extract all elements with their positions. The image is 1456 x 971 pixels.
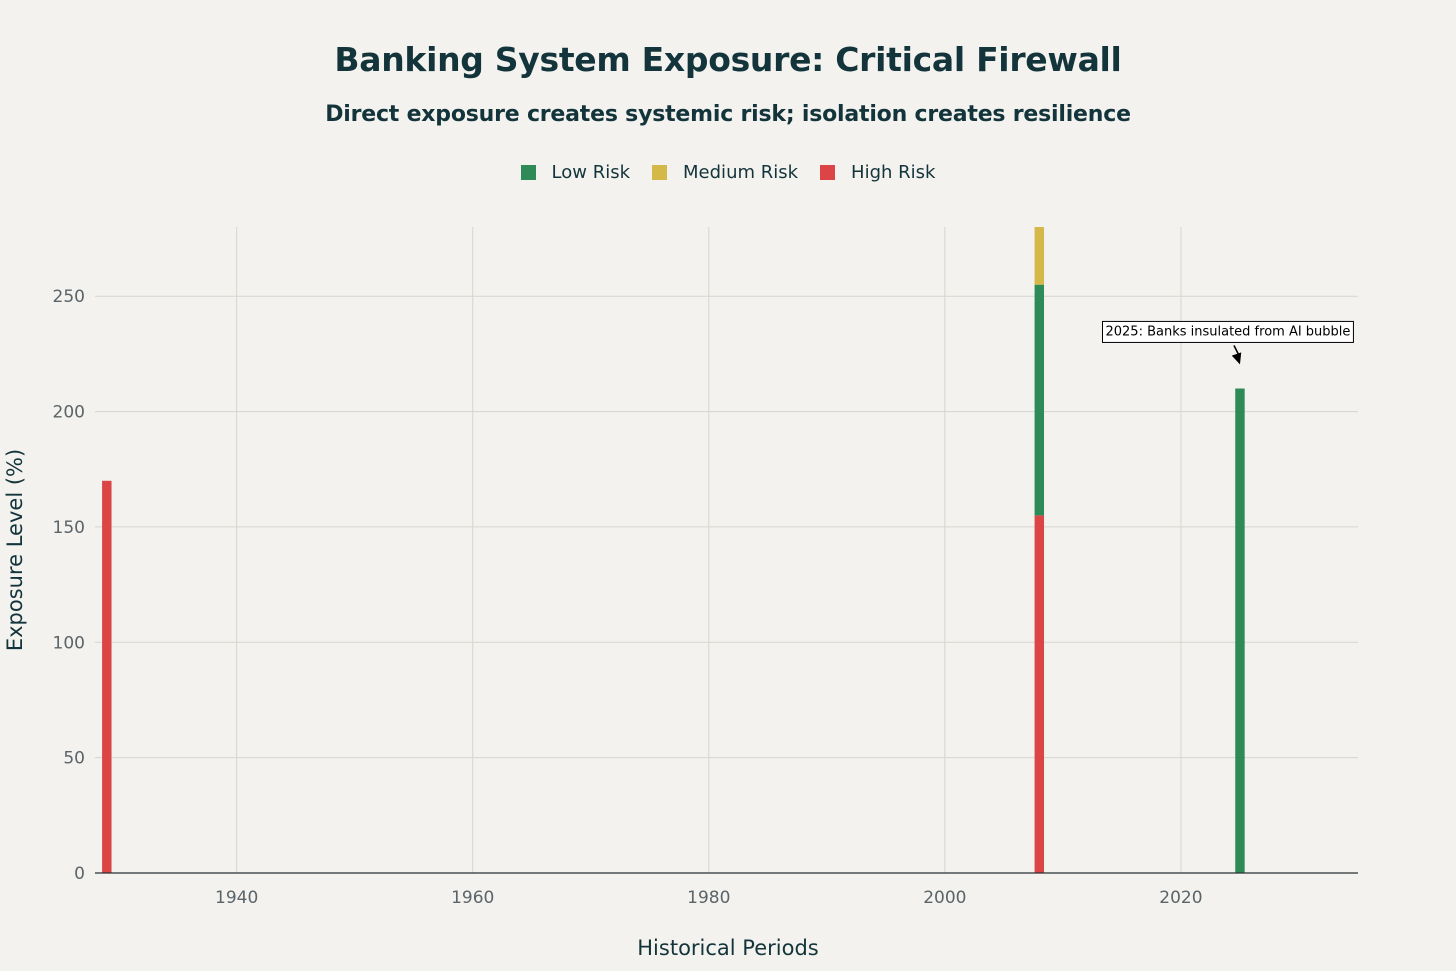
chart-legend: Low Risk Medium Risk High Risk <box>0 162 1456 183</box>
chart-subtitle: Direct exposure creates systemic risk; i… <box>325 102 1131 127</box>
annotation: 2025: Banks insulated from AI bubble <box>1101 320 1354 365</box>
legend-item-medium[interactable]: Medium Risk <box>652 162 798 183</box>
x-tick-label: 2020 <box>1159 888 1202 908</box>
bar-segment-low-risk-2025[interactable] <box>1235 388 1245 874</box>
bar-segment-high-risk-2008[interactable] <box>1034 515 1045 873</box>
y-tick-label: 100 <box>53 633 85 653</box>
axes: 1940 1960 1980 2000 2020 0 50 100 150 200 250 <box>53 287 1358 908</box>
legend-label-low: Low Risk <box>551 162 631 183</box>
annotation-arrowhead <box>1231 352 1242 365</box>
legend-label-high: High Risk <box>851 162 936 183</box>
annotations: 2025: Banks insulated from AI bubble <box>1101 320 1354 365</box>
y-tick-label: 250 <box>53 287 85 307</box>
y-tick-label: 200 <box>53 403 85 423</box>
y-tick-label: 150 <box>53 518 85 538</box>
bar-segment-low-risk-2008[interactable] <box>1034 284 1045 516</box>
y-tick-label: 0 <box>74 864 85 884</box>
x-tick-label: 1980 <box>687 888 730 908</box>
x-axis-title: Historical Periods <box>637 936 818 960</box>
legend-swatch-low <box>520 165 536 180</box>
chart-title: Banking System Exposure: Critical Firewa… <box>334 40 1122 79</box>
annotation-box <box>1101 320 1354 343</box>
legend-swatch-high <box>820 165 836 180</box>
legend-item-high[interactable]: High Risk <box>820 162 935 183</box>
annotation-text: 2025: Banks insulated from AI bubble <box>1105 324 1350 339</box>
x-tick-label: 1960 <box>451 888 494 908</box>
grid-lines <box>95 227 1358 873</box>
bar-segment-medium-risk-2008[interactable] <box>1034 227 1045 285</box>
bars <box>102 227 1245 873</box>
x-tick-label: 1940 <box>215 888 258 908</box>
legend-item-low[interactable]: Low Risk <box>520 162 631 183</box>
y-tick-label: 50 <box>63 749 85 769</box>
y-axis-title: Exposure Level (%) <box>3 449 27 651</box>
x-tick-label: 2000 <box>923 888 966 908</box>
legend-label-medium: Medium Risk <box>683 162 799 183</box>
legend-swatch-medium <box>652 165 668 180</box>
bar-segment-high-risk-1929[interactable] <box>102 480 112 873</box>
